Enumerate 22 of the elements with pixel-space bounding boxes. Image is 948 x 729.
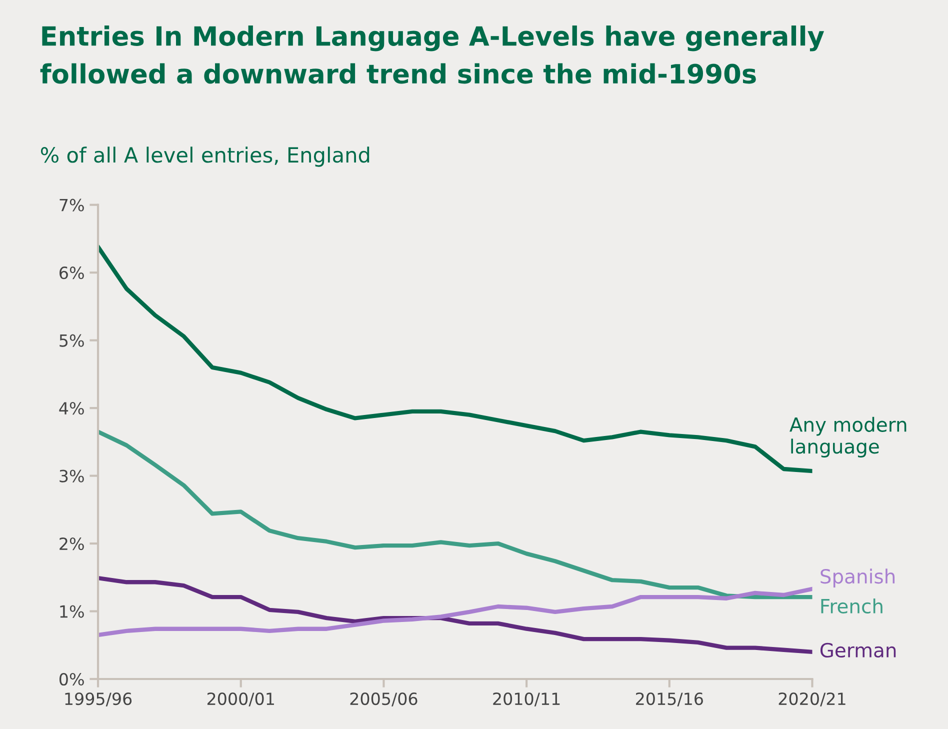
x-tick-label: 2000/01 — [207, 692, 274, 706]
y-tick-label: 5% — [60, 334, 84, 347]
series-label: German — [820, 642, 896, 658]
y-tick-label: 4% — [59, 402, 84, 415]
chart-subtitle: % of all A level entries, England — [40, 146, 370, 167]
line-series — [98, 586, 812, 638]
x-tick-label: 2020/21 — [778, 692, 846, 706]
x-tick-label: 1995/96 — [65, 692, 132, 706]
y-tick-label: 6% — [60, 266, 84, 280]
y-tick-label: 3% — [60, 470, 84, 482]
series-label: French — [821, 598, 882, 614]
y-tick-label: 7% — [60, 198, 84, 212]
y-tick-label: 2% — [60, 537, 84, 550]
series-label: Spanish — [820, 568, 895, 588]
x-tick-label: 2015/16 — [636, 692, 703, 706]
line-series — [98, 576, 812, 654]
y-tick-label: 1% — [60, 605, 84, 618]
y-tick-label: 0% — [59, 672, 84, 686]
series-label: Any modern language — [790, 416, 906, 458]
x-tick-label: 2005/06 — [350, 692, 418, 706]
x-tick-label: 2010/11 — [493, 692, 560, 706]
chart-title: Entries In Modern Language A-Levels have generally followed a downward trend since the mid-1990s — [40, 26, 824, 84]
